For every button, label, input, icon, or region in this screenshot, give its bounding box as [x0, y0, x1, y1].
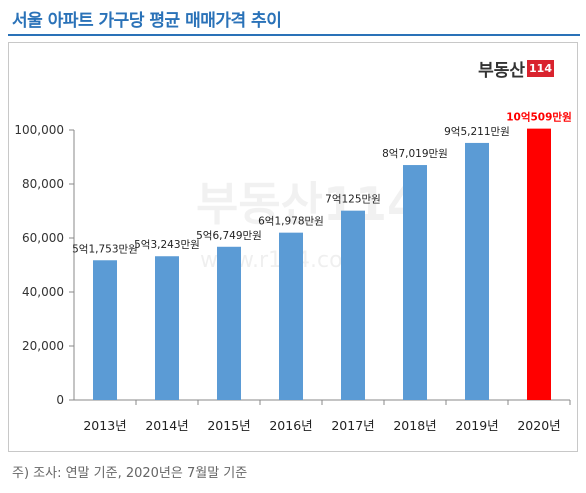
data-label: 5억3,243만원	[134, 239, 200, 251]
watermark-logo: 부동산114	[196, 177, 419, 231]
x-tick-label: 2018년	[393, 418, 436, 433]
x-tick-label: 2016년	[269, 418, 312, 433]
data-label: 6억1,978만원	[258, 216, 324, 228]
title-divider	[8, 34, 580, 36]
x-tick-label: 2014년	[145, 418, 188, 433]
brand-logo-box: 114	[527, 60, 554, 77]
x-tick-label: 2019년	[455, 418, 498, 433]
bar	[403, 165, 427, 400]
data-label: 8억7,019만원	[382, 148, 448, 160]
y-tick-label: 40,000	[22, 285, 64, 299]
data-label: 7억125만원	[325, 194, 381, 206]
brand-logo-text: 부동산	[478, 61, 526, 81]
x-tick-label: 2013년	[83, 418, 126, 433]
bar	[527, 128, 551, 400]
y-tick-label: 60,000	[22, 231, 64, 245]
y-tick-label: 0	[56, 393, 64, 407]
y-tick-label: 20,000	[22, 339, 64, 353]
footnote: 주) 조사: 연말 기준, 2020년은 7월말 기준	[12, 466, 248, 481]
x-tick-label: 2020년	[517, 418, 560, 433]
chart-title: 서울 아파트 가구당 평균 매매가격 추이	[12, 11, 282, 31]
y-tick-label: 80,000	[22, 177, 64, 191]
x-tick-label: 2017년	[331, 418, 374, 433]
y-tick-label: 100,000	[14, 123, 64, 137]
bar	[217, 246, 241, 400]
bar	[341, 210, 365, 400]
bar	[465, 142, 489, 400]
data-label: 5억6,749만원	[196, 230, 262, 242]
bar	[93, 260, 117, 400]
data-label: 5억1,753만원	[72, 243, 138, 255]
x-tick-label: 2015년	[207, 418, 250, 433]
brand-logo: 부동산 114	[478, 56, 554, 81]
bar	[155, 256, 179, 400]
bar	[279, 232, 303, 400]
data-label: 9억5,211만원	[444, 126, 510, 138]
data-label: 10억509만원	[506, 111, 572, 124]
